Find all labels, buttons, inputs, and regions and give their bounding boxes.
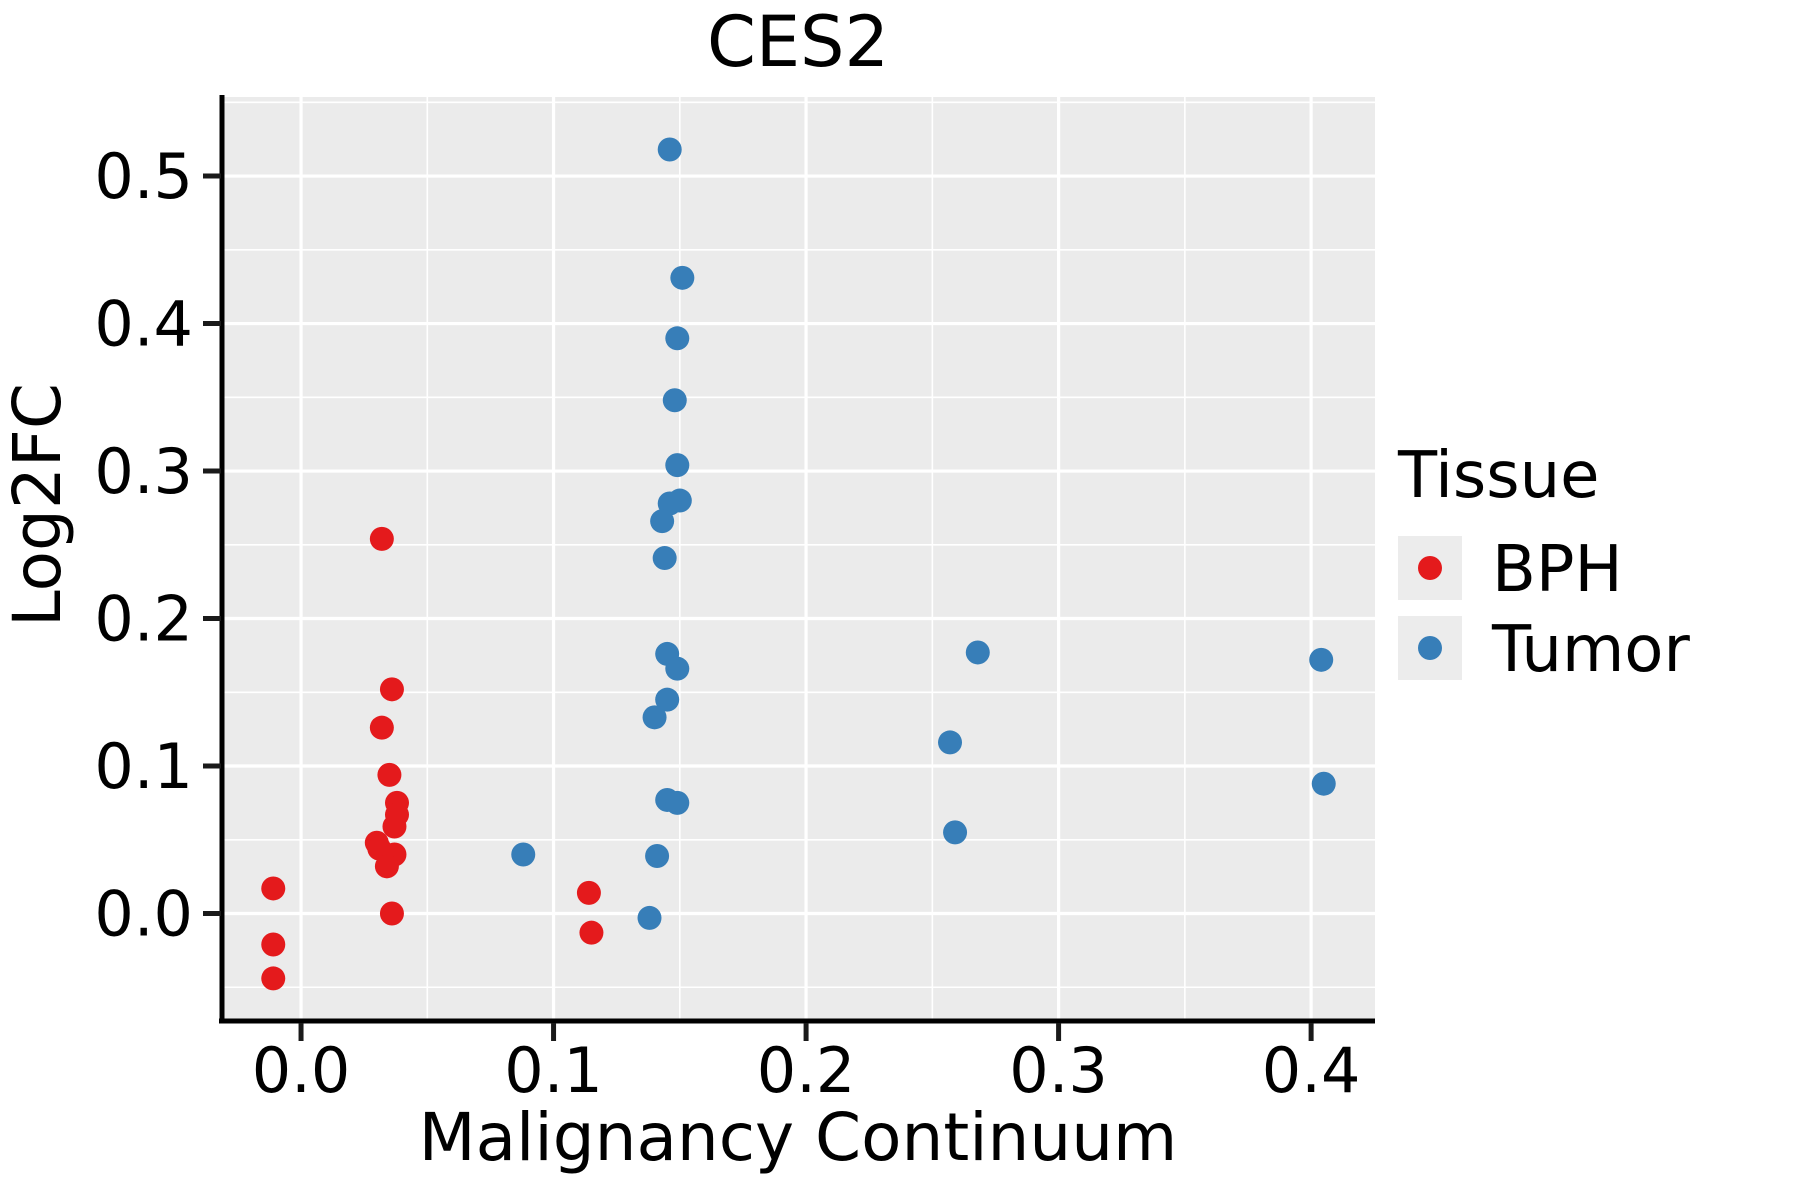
data-point-tumor — [665, 790, 690, 815]
data-point-bph — [579, 920, 604, 945]
data-point-tumor — [657, 137, 682, 162]
data-point-tumor — [1311, 771, 1336, 796]
data-point-bph — [369, 526, 394, 551]
axis-spines — [219, 95, 1375, 1024]
legend-label-bph: BPH — [1492, 533, 1623, 607]
data-point-bph — [369, 715, 394, 740]
data-point-bph — [382, 814, 407, 839]
tick-labels: 0.0 0.1 0.2 0.3 0.4 0.0 0.1 0.2 0.3 0.4 0.5 — [94, 140, 1360, 1107]
data-point-tumor — [965, 640, 990, 665]
tick-marks — [203, 173, 1314, 1041]
data-point-tumor — [637, 905, 662, 930]
data-point-bph — [379, 901, 404, 926]
data-point-bph — [261, 966, 286, 991]
data-points — [261, 137, 1336, 991]
tumor-dot-icon — [1418, 636, 1442, 660]
legend-title: Tissue — [1397, 439, 1600, 513]
data-point-bph — [379, 677, 404, 702]
y-tick-label: 0.1 — [94, 730, 193, 803]
data-point-tumor — [655, 687, 680, 712]
data-point-tumor — [943, 820, 968, 845]
data-point-bph — [261, 876, 286, 901]
x-tick-label: 0.4 — [1262, 1034, 1361, 1107]
legend: Tissue BPH Tumor — [1397, 439, 1690, 687]
data-point-bph — [377, 762, 402, 787]
x-tick-label: 0.0 — [252, 1034, 351, 1107]
data-point-tumor — [938, 730, 963, 755]
chart-title: CES2 — [707, 1, 889, 83]
y-tick-label: 0.0 — [94, 878, 193, 951]
y-tick-label: 0.2 — [94, 583, 193, 656]
y-tick-label: 0.4 — [94, 288, 193, 361]
data-point-tumor — [511, 842, 536, 867]
y-tick-label: 0.5 — [94, 140, 193, 213]
y-axis-label: Log2FC — [0, 383, 76, 627]
legend-entry-tumor: Tumor — [1398, 613, 1690, 687]
major-gridlines — [222, 97, 1375, 1020]
minor-gridlines — [222, 97, 1375, 1020]
data-point-tumor — [1309, 647, 1334, 672]
x-axis-label: Malignancy Continuum — [419, 1099, 1178, 1176]
x-tick-label: 0.3 — [1009, 1034, 1108, 1107]
data-point-tumor — [642, 705, 667, 730]
data-point-bph — [374, 854, 399, 879]
plot-panel — [222, 97, 1375, 1020]
data-point-tumor — [650, 509, 675, 534]
data-point-tumor — [652, 546, 677, 571]
bph-dot-icon — [1418, 556, 1442, 580]
x-tick-label: 0.1 — [504, 1034, 603, 1107]
legend-label-tumor: Tumor — [1491, 613, 1690, 687]
data-point-tumor — [665, 453, 690, 478]
data-point-bph — [576, 880, 601, 905]
legend-entry-bph: BPH — [1398, 533, 1623, 607]
data-point-tumor — [670, 265, 695, 290]
data-point-tumor — [665, 656, 690, 681]
x-tick-label: 0.2 — [757, 1034, 856, 1107]
data-point-tumor — [665, 326, 690, 351]
data-point-bph — [261, 932, 286, 957]
data-point-tumor — [645, 843, 670, 868]
y-tick-label: 0.3 — [94, 435, 193, 508]
data-point-tumor — [662, 388, 687, 413]
